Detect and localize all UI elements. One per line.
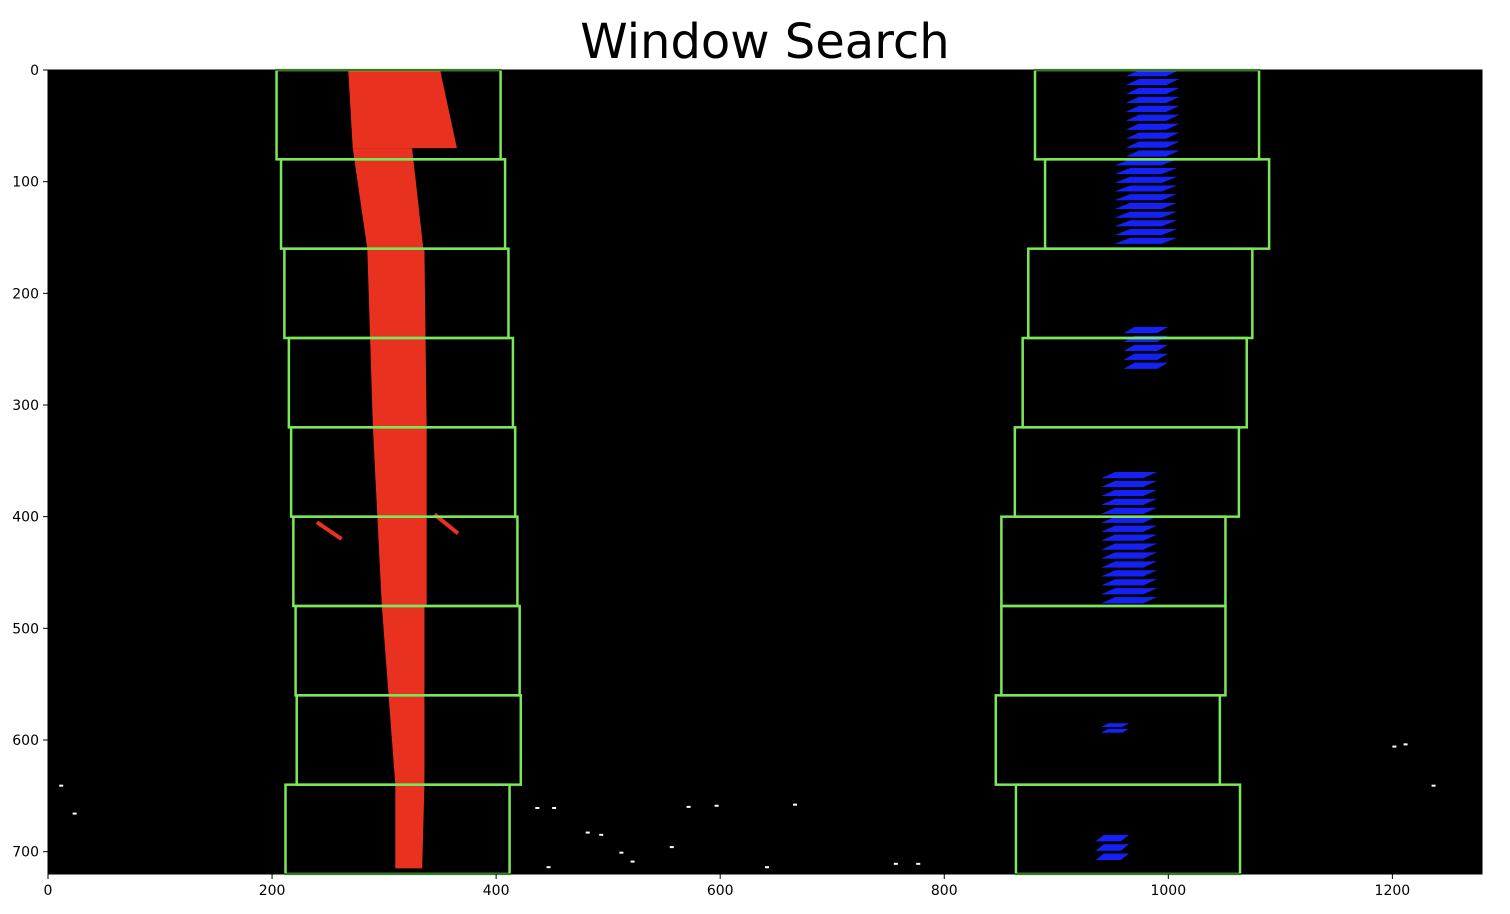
noise-point-4 [585,831,590,834]
x-tick-label-800: 800 [931,883,958,899]
x-tick-label-600: 600 [707,883,734,899]
noise-point-11 [714,804,719,807]
right-lane-blob-1 [1114,159,1178,244]
y-tick-label-300: 300 [12,398,39,414]
x-tick-label-400: 400 [483,883,510,899]
right-lane-blob-4 [1101,723,1130,733]
right-lane-blob-3 [1101,472,1158,604]
noise-point-6 [619,851,624,854]
noise-point-8 [546,866,551,869]
noise-point-12 [765,866,769,869]
noise-point-16 [1392,745,1397,748]
y-tick-label-700: 700 [12,845,39,861]
y-tick-label-100: 100 [12,175,39,191]
x-tick-label-1000: 1000 [1150,883,1186,899]
left-lane-segment-0 [348,70,457,149]
noise-point-7 [630,860,635,863]
y-tick-label-500: 500 [12,621,39,637]
noise-point-15 [916,862,921,865]
right-lane-blob-2 [1123,326,1169,369]
noise-layer [59,743,1436,869]
right-lane-blob-5 [1095,834,1130,861]
x-tick-label-1200: 1200 [1375,883,1411,899]
noise-point-18 [1431,784,1436,787]
x-tick-label-200: 200 [259,883,286,899]
noise-point-5 [599,833,604,836]
noise-point-1 [72,812,77,815]
right-lane-layer [1095,70,1180,861]
y-tick-label-200: 200 [12,286,39,302]
plot-background [48,70,1482,874]
noise-point-0 [59,784,64,787]
x-axis: 0 200 400 600 800 1000 1200 [44,874,1411,899]
noise-point-10 [686,805,691,808]
plot-frame [47,69,1483,875]
right-lane-blob-0 [1125,70,1180,157]
y-tick-label-400: 400 [12,510,39,526]
y-axis: 0 100 200 300 400 500 600 700 [12,63,48,861]
search-windows-layer [275,68,1271,876]
noise-point-13 [793,803,798,806]
y-tick-label-0: 0 [30,63,39,79]
noise-point-17 [1403,743,1408,746]
noise-point-3 [552,807,557,809]
left-lane-streak-0 [315,520,343,541]
x-tick-label-0: 0 [44,883,53,899]
chart-title: Window Search [580,14,949,70]
y-tick-label-600: 600 [12,733,39,749]
noise-point-2 [535,807,540,809]
noise-point-9 [669,846,674,849]
left-lane-segment-5 [395,784,425,869]
noise-point-14 [893,862,898,865]
left-lane-segment-1 [352,148,424,249]
